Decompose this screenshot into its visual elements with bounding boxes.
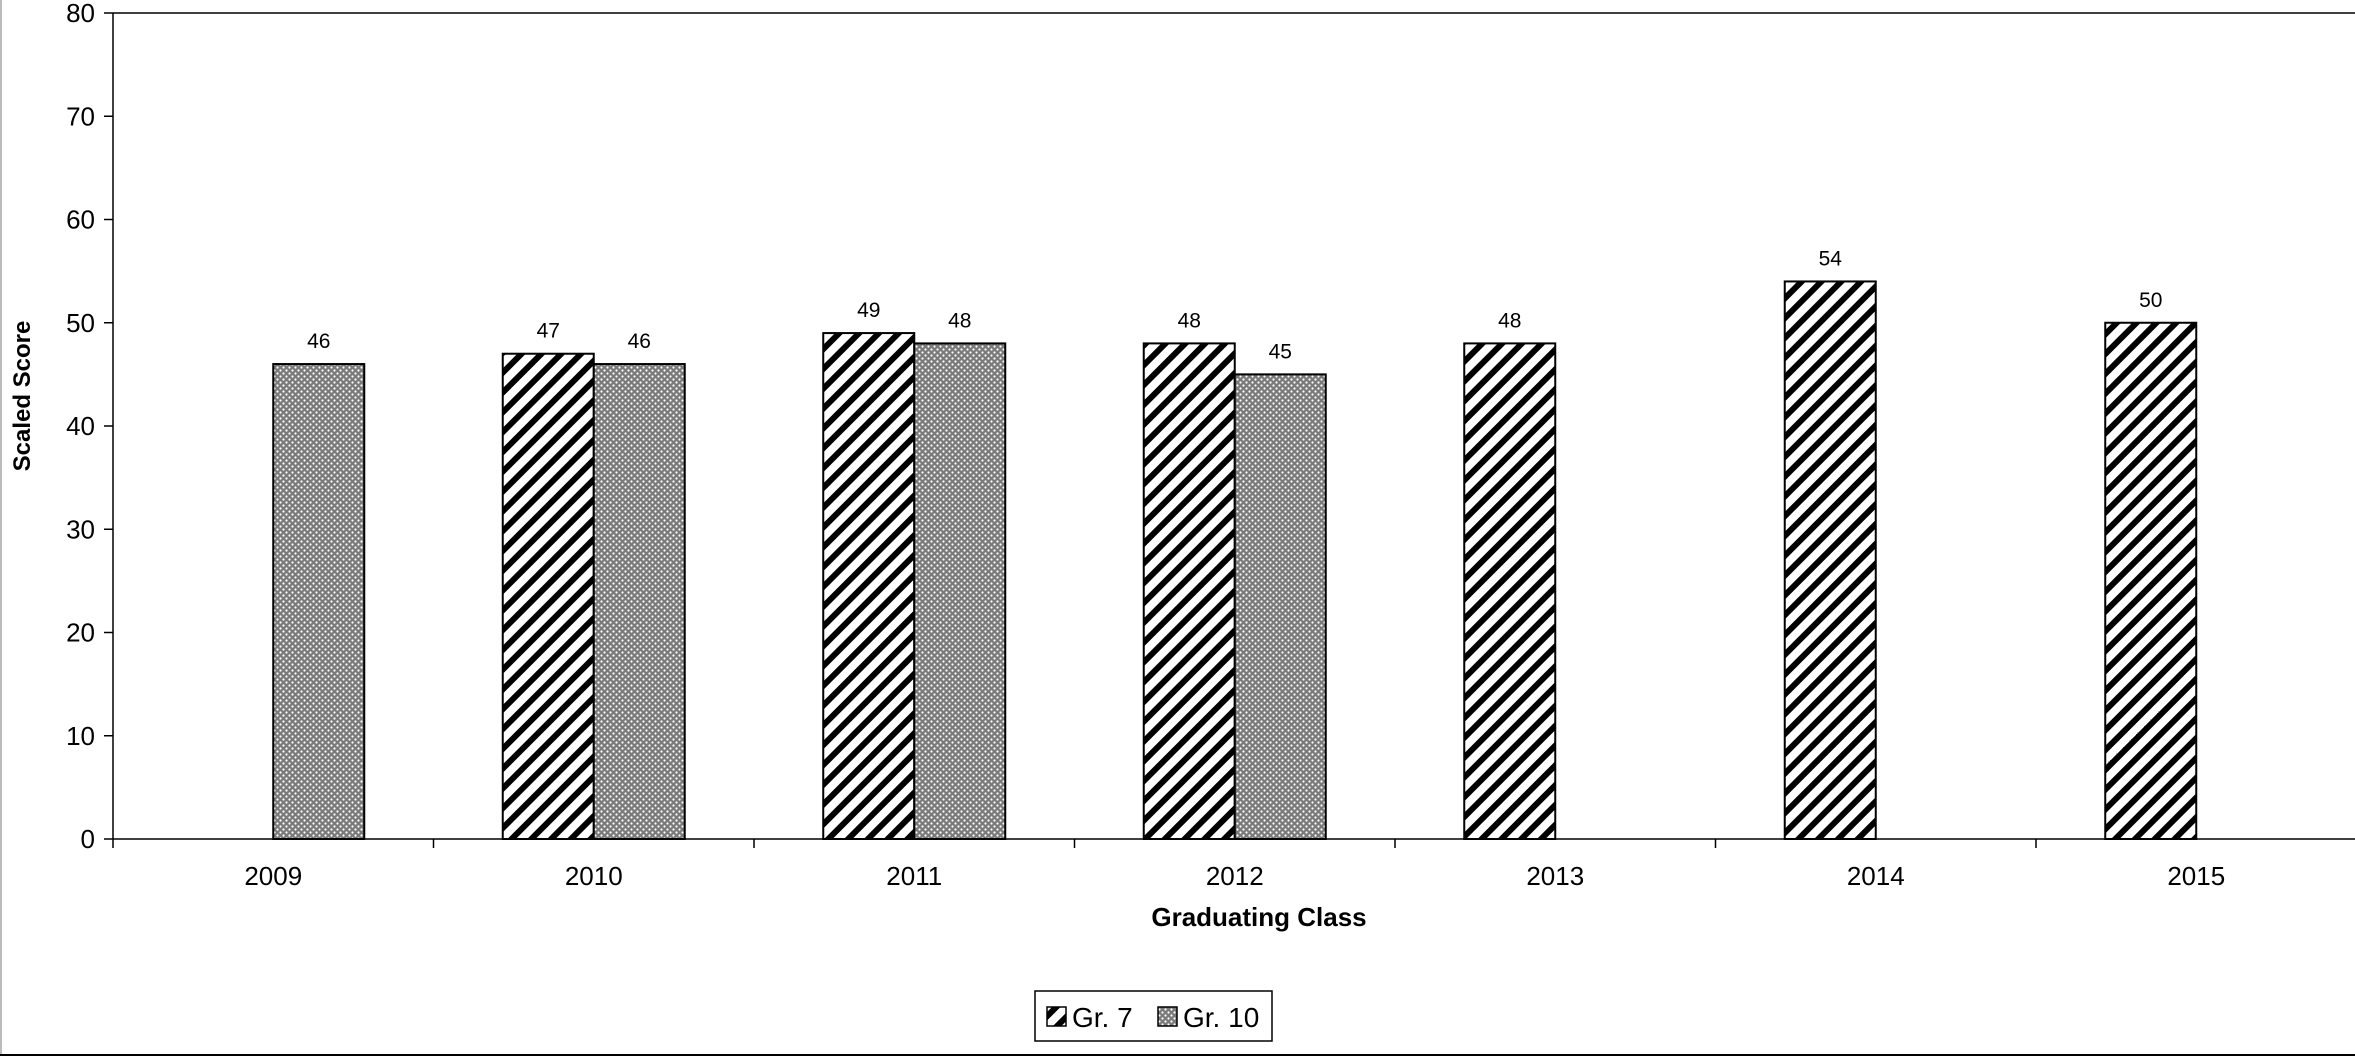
x-tick-label: 2015 [2167, 861, 2225, 891]
data-label: 50 [2139, 289, 2162, 312]
bar-gr10-2011 [913, 342, 1007, 840]
legend-swatch-gr10 [1157, 1006, 1178, 1027]
bars [272, 280, 2198, 840]
data-label: 46 [307, 330, 330, 353]
y-tick-label: 30 [66, 514, 95, 544]
bar-gr10-2009 [272, 363, 366, 840]
data-label: 48 [948, 309, 971, 332]
data-label: 49 [857, 299, 880, 322]
y-tick-label: 20 [66, 618, 95, 648]
y-tick-label: 60 [66, 205, 95, 235]
x-tick-label: 2009 [244, 861, 302, 891]
data-label: 48 [1178, 309, 1201, 332]
bar-gr10-2012 [1233, 373, 1327, 840]
x-tick-label: 2012 [1206, 861, 1264, 891]
data-label: 46 [628, 330, 651, 353]
x-tick-label: 2011 [886, 861, 942, 891]
bar-gr10-2010 [592, 363, 686, 840]
legend-label-gr7: Gr. 7 [1072, 1002, 1133, 1033]
legend: Gr. 7 Gr. 10 [1034, 990, 1273, 1042]
bar-gr7-2015 [2104, 321, 2198, 840]
bar-gr7-2011 [822, 332, 916, 840]
data-label: 45 [1269, 340, 1292, 363]
y-tick-label: 50 [66, 308, 95, 338]
x-tick-label: 2014 [1847, 861, 1905, 891]
data-label: 54 [1819, 247, 1843, 270]
y-tick-label: 40 [66, 411, 95, 441]
x-tick-label: 2010 [565, 861, 623, 891]
y-axis-title: Scaled Score [9, 321, 36, 472]
bar-gr7-2010 [501, 352, 595, 840]
x-tick-label: 2013 [1526, 861, 1584, 891]
data-labels: 47 49 48 48 54 50 46 46 48 45 [307, 247, 2162, 363]
data-label: 48 [1498, 309, 1521, 332]
y-tick-label: 70 [66, 101, 95, 131]
y-tick-label: 10 [66, 721, 95, 751]
bar-gr7-2014 [1783, 280, 1877, 840]
data-label: 47 [537, 320, 560, 343]
x-axis-title: Graduating Class [1151, 902, 1366, 932]
x-axis-ticks: 2009 2010 2011 2012 2013 2014 2015 [112, 839, 2225, 891]
y-tick-label: 80 [66, 0, 95, 28]
legend-swatch-gr7 [1046, 1006, 1067, 1027]
y-tick-label: 0 [81, 824, 95, 854]
legend-label-gr10: Gr. 10 [1183, 1002, 1259, 1033]
legend-box [1034, 990, 1273, 1042]
bar-gr7-2013 [1463, 342, 1557, 840]
bar-gr7-2012 [1142, 342, 1236, 840]
y-axis-ticks: 0 10 20 30 40 50 60 70 80 [66, 0, 113, 854]
